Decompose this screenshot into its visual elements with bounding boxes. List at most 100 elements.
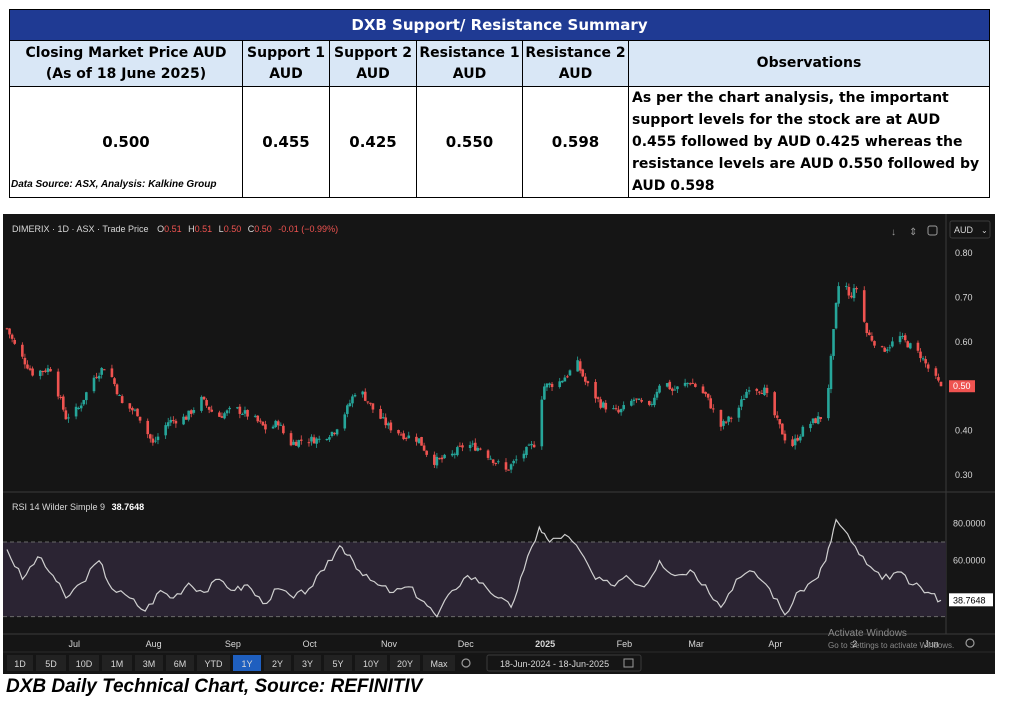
open-value: 0.51 bbox=[164, 224, 182, 234]
time-tick-label: Oct bbox=[303, 639, 318, 649]
candle-body bbox=[745, 391, 748, 398]
candle-body bbox=[870, 335, 874, 341]
candle-body bbox=[371, 403, 375, 410]
candle-body bbox=[827, 388, 830, 419]
header-resistance-1: Resistance 1 AUD bbox=[416, 40, 523, 87]
candle-body bbox=[632, 399, 636, 402]
price-tick-label: 0.40 bbox=[955, 426, 973, 436]
candle-body bbox=[307, 442, 311, 444]
range-button-ytd[interactable] bbox=[197, 655, 230, 671]
settings-gear-icon[interactable] bbox=[965, 638, 975, 648]
date-range-picker[interactable] bbox=[486, 654, 642, 672]
range-button-20y[interactable] bbox=[390, 655, 420, 671]
calendar-icon[interactable] bbox=[623, 658, 634, 668]
range-button-3m[interactable] bbox=[135, 655, 163, 671]
candle-body bbox=[568, 370, 572, 376]
range-button-label: 20Y bbox=[397, 659, 413, 669]
candle-body bbox=[811, 418, 815, 424]
range-button-5y[interactable] bbox=[324, 655, 352, 671]
range-button-2y[interactable] bbox=[264, 655, 291, 671]
candle-body bbox=[545, 383, 549, 388]
data-source-note: Data Source: ASX, Analysis: Kalkine Grou… bbox=[11, 179, 217, 190]
candle-body bbox=[187, 410, 190, 420]
range-button-6m[interactable] bbox=[166, 655, 194, 671]
candle-body bbox=[926, 364, 930, 369]
chart-canvas: 0.300.400.500.600.700.80 60.000080.0000 … bbox=[3, 214, 995, 672]
candle-body bbox=[207, 406, 211, 410]
arrow-down-icon[interactable]: ↓ bbox=[891, 227, 896, 238]
candle-body bbox=[765, 387, 769, 394]
candle-body bbox=[868, 332, 871, 336]
candle-body bbox=[612, 408, 615, 410]
header-observations: Observations bbox=[628, 40, 990, 87]
range-button-label: 10D bbox=[76, 659, 93, 669]
candle-body bbox=[850, 295, 853, 298]
candle-body bbox=[259, 420, 262, 422]
candle-body bbox=[865, 323, 869, 334]
candle-body bbox=[169, 419, 173, 423]
candle-body bbox=[601, 402, 605, 408]
candle-body bbox=[668, 381, 672, 390]
candle-body bbox=[558, 381, 562, 387]
candle-body bbox=[837, 286, 840, 304]
candle-body bbox=[809, 423, 812, 429]
candle-body bbox=[297, 440, 301, 447]
range-button-1m[interactable] bbox=[102, 655, 132, 671]
range-button-10y[interactable] bbox=[355, 655, 387, 671]
candle-body bbox=[299, 439, 303, 441]
candle-body bbox=[317, 438, 321, 440]
value-support-2: 0.425 bbox=[329, 86, 417, 198]
fullscreen-icon[interactable] bbox=[927, 225, 938, 236]
candle-body bbox=[476, 447, 480, 451]
candle-body bbox=[647, 400, 651, 405]
high-label: H bbox=[188, 224, 195, 234]
expand-icon[interactable]: ⇕ bbox=[909, 227, 917, 238]
range-button-label: YTD bbox=[205, 659, 224, 669]
candle-body bbox=[507, 469, 510, 471]
candle-body bbox=[908, 343, 912, 349]
candle-body bbox=[325, 439, 329, 441]
candle-body bbox=[282, 425, 285, 434]
time-tick-label: Jun bbox=[924, 639, 939, 649]
candle-body bbox=[440, 457, 444, 460]
candle-body bbox=[497, 461, 500, 463]
candle-body bbox=[192, 410, 196, 413]
range-button-1d[interactable] bbox=[7, 655, 33, 671]
toolbar-settings-icon[interactable] bbox=[461, 658, 471, 668]
candle-body bbox=[816, 416, 820, 424]
value-observation: As per the chart analysis, the important… bbox=[628, 86, 990, 198]
candle-body bbox=[704, 391, 707, 394]
range-button-max[interactable] bbox=[423, 655, 455, 671]
candle-body bbox=[5, 328, 9, 330]
candle-body bbox=[120, 396, 124, 404]
candle-body bbox=[246, 409, 249, 417]
technical-chart: 0.300.400.500.600.700.80 60.000080.0000 … bbox=[3, 214, 995, 674]
candle-body bbox=[527, 444, 531, 446]
candle-body bbox=[128, 403, 132, 409]
candle-body bbox=[363, 391, 367, 401]
candle-body bbox=[763, 387, 766, 396]
candle-body bbox=[916, 342, 920, 351]
range-button-3y[interactable] bbox=[294, 655, 321, 671]
time-tick-label: Apr bbox=[768, 639, 782, 649]
candle-body bbox=[38, 370, 42, 376]
candle-body bbox=[166, 422, 170, 427]
range-button-10d[interactable] bbox=[69, 655, 99, 671]
candle-body bbox=[379, 408, 382, 419]
candle-body bbox=[653, 397, 656, 406]
candle-body bbox=[747, 390, 751, 392]
candle-body bbox=[220, 416, 224, 418]
currency-select[interactable] bbox=[949, 220, 991, 239]
candle-body bbox=[901, 335, 904, 337]
candle-body bbox=[31, 368, 34, 376]
candle-body bbox=[425, 450, 428, 455]
candle-body bbox=[256, 415, 260, 422]
rsi-value-tag bbox=[949, 593, 993, 607]
range-button-5d[interactable] bbox=[36, 655, 66, 671]
candle-body bbox=[154, 440, 157, 442]
range-button-1y[interactable] bbox=[233, 655, 261, 671]
candle-body bbox=[514, 459, 518, 461]
candle-body bbox=[578, 361, 582, 371]
candle-body bbox=[532, 444, 536, 448]
candle-body bbox=[673, 389, 677, 391]
